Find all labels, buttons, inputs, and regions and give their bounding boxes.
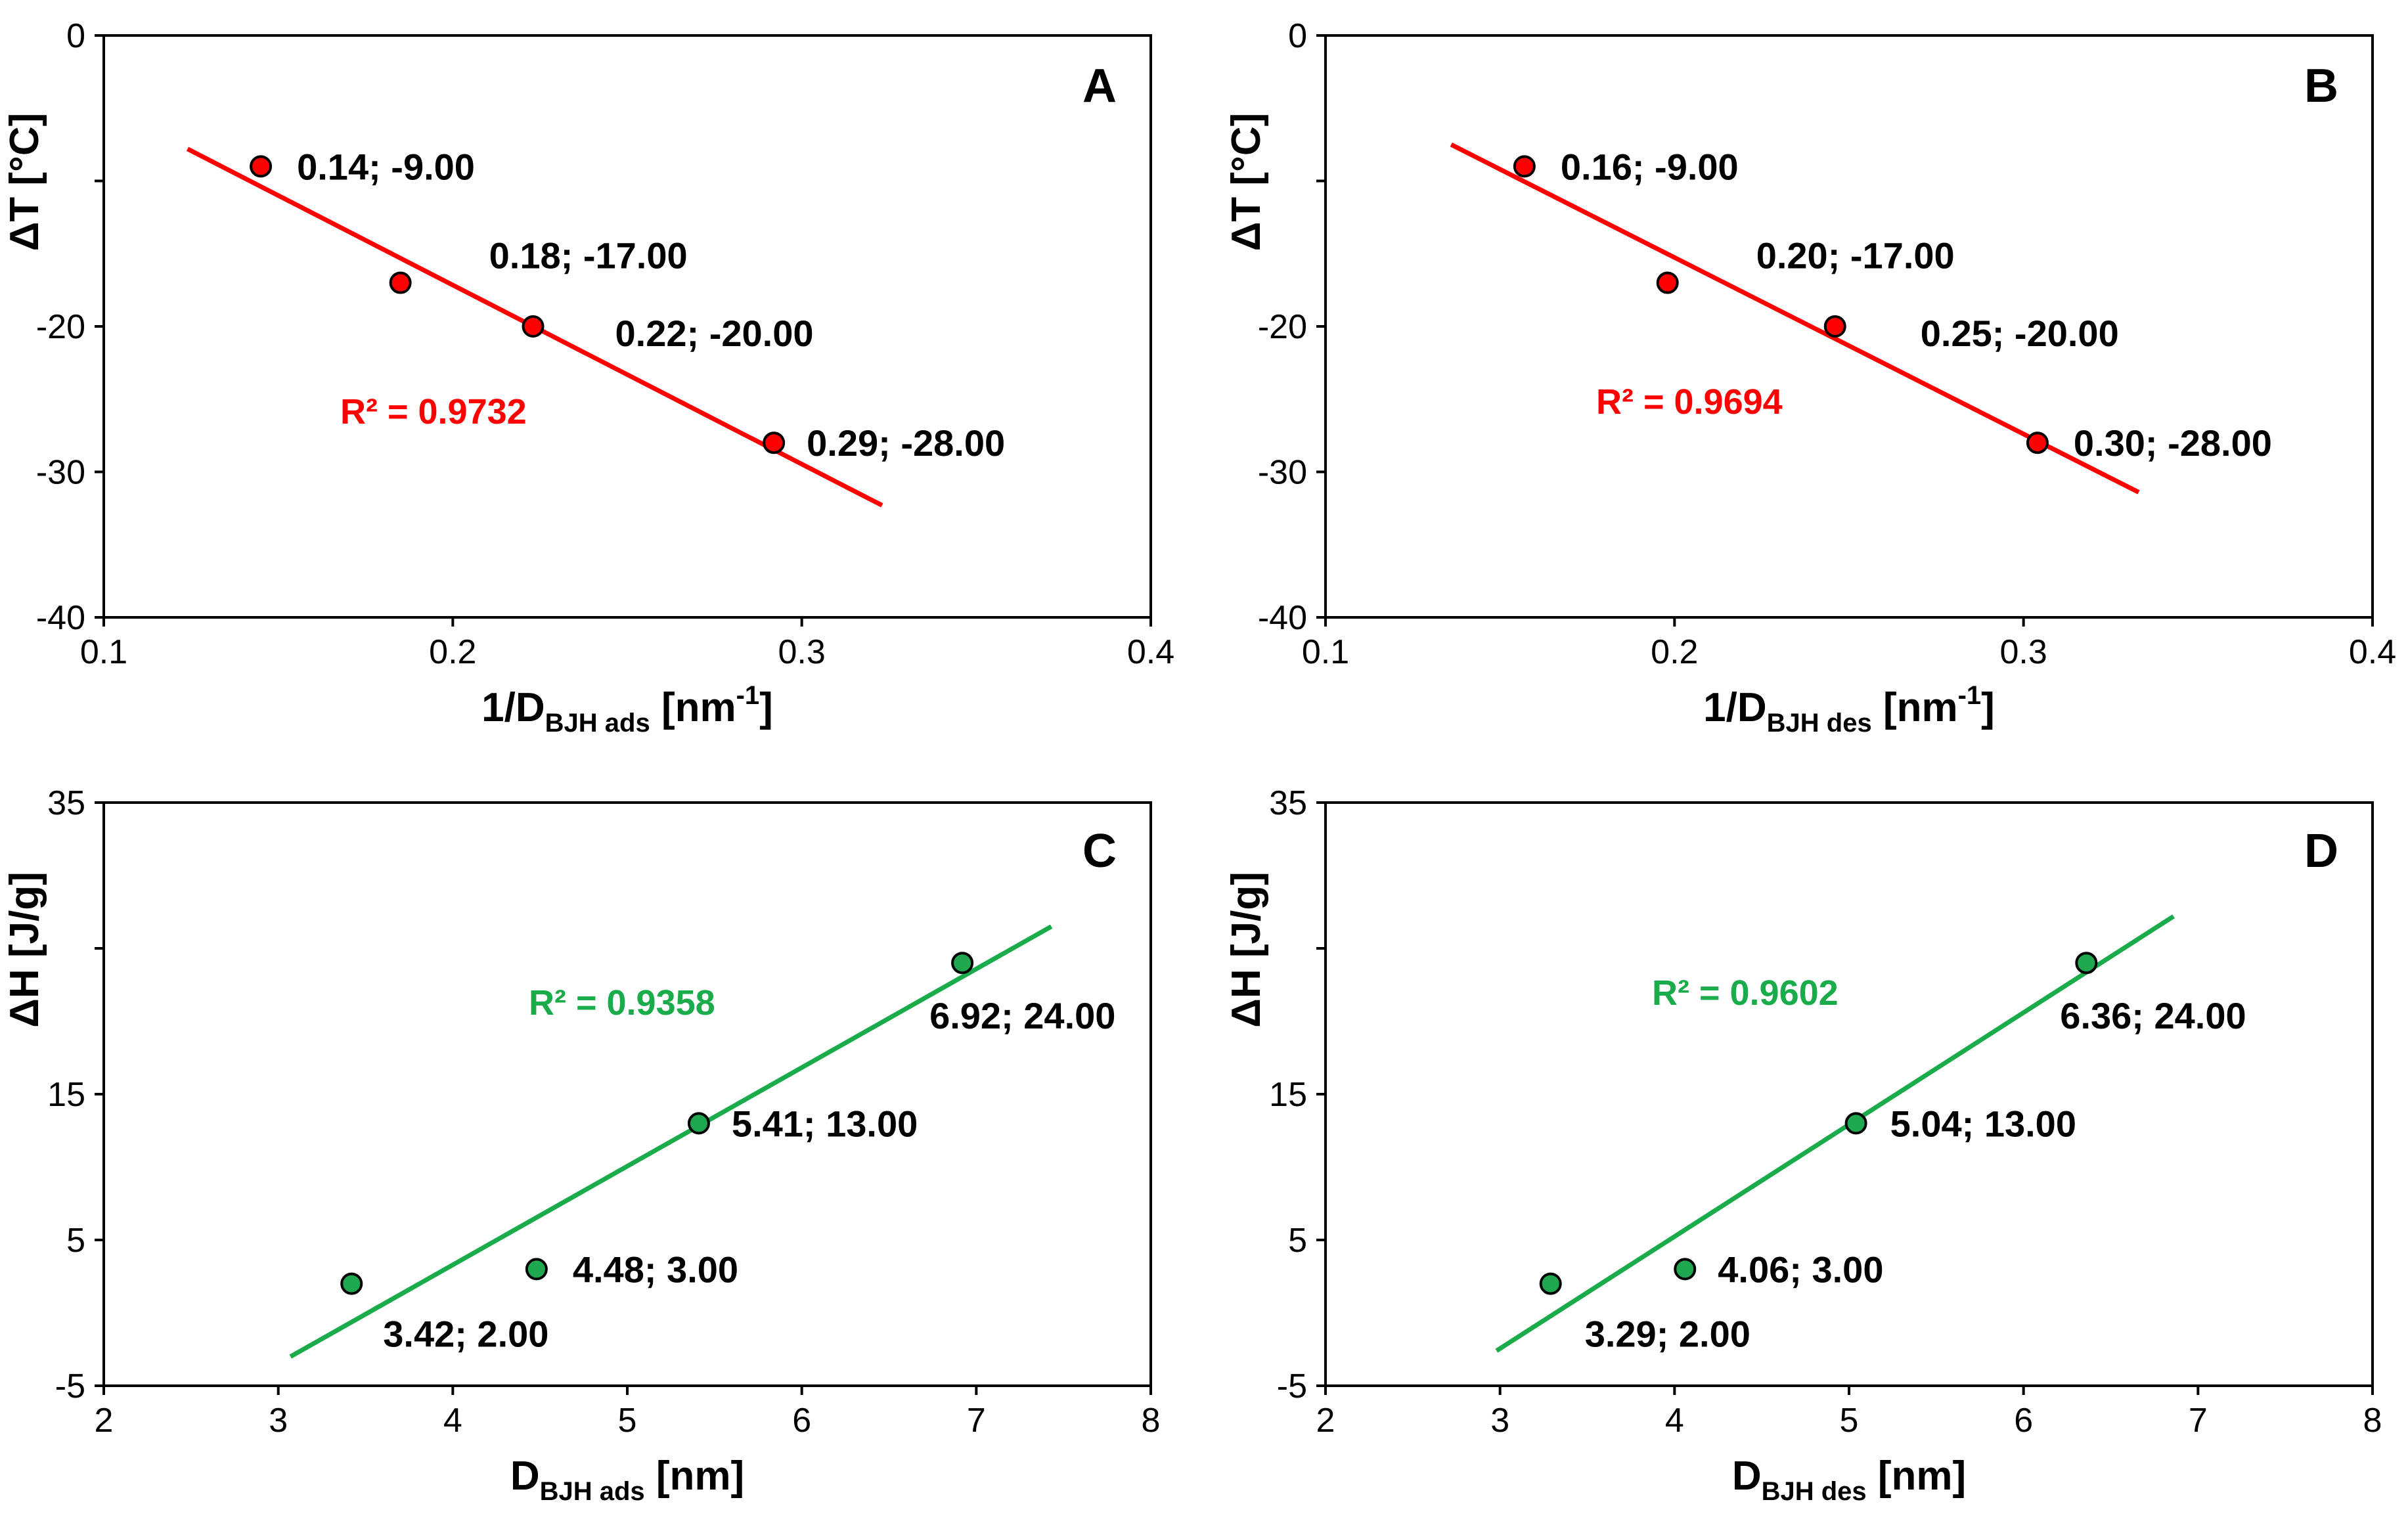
data-point: [389, 271, 412, 294]
x-tick-label: 0.1: [1302, 633, 1349, 671]
y-tick-label: -30: [1258, 454, 1307, 492]
data-point: [340, 1272, 363, 1295]
trend-line: [1495, 914, 2175, 1353]
y-tick-label: 0: [1288, 17, 1307, 55]
data-label: 0.16; -9.00: [1561, 146, 1739, 187]
data-point: [1539, 1272, 1562, 1295]
x-tick-label: 0.2: [429, 633, 476, 671]
x-tick-label: 0.4: [1127, 633, 1174, 671]
data-label: 6.92; 24.00: [929, 995, 1115, 1036]
x-tick-label: 8: [2363, 1402, 2382, 1440]
panel-letter: C: [1082, 825, 1117, 877]
data-label: 0.22; -20.00: [615, 313, 814, 354]
y-axis-label: ΔT [°C]: [2, 113, 47, 252]
r-squared-label: R² = 0.9358: [529, 983, 715, 1023]
x-tick-label: 8: [1142, 1402, 1161, 1440]
x-tick-label: 3: [1490, 1402, 1509, 1440]
panel-d: 2 3 4 5 6 7 8 -5 5 15 35 DBJH des [nm] ΔH [J/g] 3.29;…: [1224, 784, 2382, 1506]
data-label: 6.36; 24.00: [2060, 995, 2246, 1036]
data-point: [951, 952, 974, 975]
data-point: [1823, 315, 1846, 338]
y-tick-label: -5: [55, 1367, 85, 1405]
data-label: 0.29; -28.00: [807, 422, 1005, 464]
data-label: 0.14; -9.00: [297, 146, 475, 187]
data-label: 3.42; 2.00: [383, 1314, 548, 1355]
data-point: [687, 1112, 710, 1135]
x-axis-label: DBJH ads [nm]: [510, 1453, 744, 1506]
data-label: 5.41; 13.00: [732, 1103, 918, 1144]
data-label: 4.48; 3.00: [573, 1249, 738, 1290]
x-tick-label: 5: [618, 1402, 637, 1440]
x-tick-label: 0.4: [2349, 633, 2396, 671]
y-tick-label: -40: [36, 599, 85, 637]
data-point: [1674, 1258, 1697, 1281]
x-tick-label: 2: [95, 1402, 114, 1440]
y-tick-label: -40: [1258, 599, 1307, 637]
y-tick-label: 15: [1269, 1076, 1307, 1114]
x-tick-label: 3: [269, 1402, 288, 1440]
data-point: [763, 431, 786, 454]
x-tick-label: 7: [967, 1402, 986, 1440]
panel-letter: B: [2304, 60, 2338, 112]
panel-c: 2 3 4 5 6 7 8 -5 5 15 35 DBJH ads [nm] ΔH [J/g] 3.42;…: [2, 784, 1160, 1506]
data-label: 5.04; 13.00: [1890, 1103, 2076, 1144]
y-tick-label: 5: [1288, 1222, 1307, 1260]
data-point: [2075, 952, 2098, 975]
x-axis-label: 1/DBJH des [nm-1]: [1703, 681, 1995, 738]
x-tick-label: 6: [792, 1402, 811, 1440]
y-tick-label: 35: [47, 784, 85, 822]
panel-a: 0.1 0.2 0.3 0.4 -40 -30 -20 0 1/DBJH ads [nm-1] Δ…: [2, 17, 1174, 738]
panel-letter: A: [1082, 60, 1117, 112]
x-tick-label: 2: [1316, 1402, 1335, 1440]
y-axis-label: ΔH [J/g]: [2, 872, 47, 1027]
x-tick-label: 0.1: [80, 633, 127, 671]
y-tick-label: 15: [47, 1076, 85, 1114]
y-tick-label: -5: [1277, 1367, 1307, 1405]
x-tick-label: 0.3: [2000, 633, 2047, 671]
panel-letter: D: [2304, 825, 2338, 877]
x-tick-label: 4: [1665, 1402, 1684, 1440]
y-tick-label: 35: [1269, 784, 1307, 822]
plot-frame: [102, 801, 1152, 1387]
data-label: 3.29; 2.00: [1585, 1314, 1750, 1355]
data-point: [1844, 1112, 1867, 1135]
plot-frame: [1324, 34, 2374, 619]
y-tick-label: -30: [36, 454, 85, 492]
data-label: 0.18; -17.00: [489, 235, 688, 276]
y-axis-label: ΔH [J/g]: [1224, 872, 1269, 1027]
data-point: [2026, 431, 2049, 454]
y-tick-label: -20: [36, 308, 85, 346]
panel-b: 0.1 0.2 0.3 0.4 -40 -30 -20 0 1/DBJH des [nm-1] Δ…: [1224, 17, 2396, 738]
data-label: 0.25; -20.00: [1921, 313, 2119, 354]
data-label: 0.20; -17.00: [1756, 235, 1955, 276]
r-squared-label: R² = 0.9694: [1596, 382, 1783, 422]
x-tick-label: 7: [2189, 1402, 2208, 1440]
x-tick-label: 0.3: [778, 633, 826, 671]
data-point: [522, 315, 545, 338]
data-label: 4.06; 3.00: [1718, 1249, 1883, 1290]
data-point: [1513, 155, 1536, 178]
data-label: 0.30; -28.00: [2074, 422, 2272, 464]
y-axis-label: ΔT [°C]: [1224, 113, 1269, 252]
y-tick-label: 5: [66, 1222, 85, 1260]
plot-frame: [1324, 801, 2374, 1387]
r-squared-label: R² = 0.9732: [340, 392, 527, 431]
data-point: [1656, 271, 1679, 294]
x-axis-label: DBJH des [nm]: [1732, 1453, 1966, 1506]
y-tick-label: -20: [1258, 308, 1307, 346]
x-axis-label: 1/DBJH ads [nm-1]: [481, 681, 773, 738]
x-tick-label: 6: [2014, 1402, 2033, 1440]
y-tick-label: 0: [66, 17, 85, 55]
x-tick-label: 0.2: [1651, 633, 1698, 671]
r-squared-label: R² = 0.9602: [1652, 973, 1839, 1013]
trend-line: [289, 924, 1053, 1359]
trend-line: [1450, 143, 2140, 495]
data-point: [525, 1258, 548, 1281]
x-tick-label: 4: [443, 1402, 462, 1440]
data-point: [250, 155, 273, 178]
x-tick-label: 5: [1840, 1402, 1859, 1440]
